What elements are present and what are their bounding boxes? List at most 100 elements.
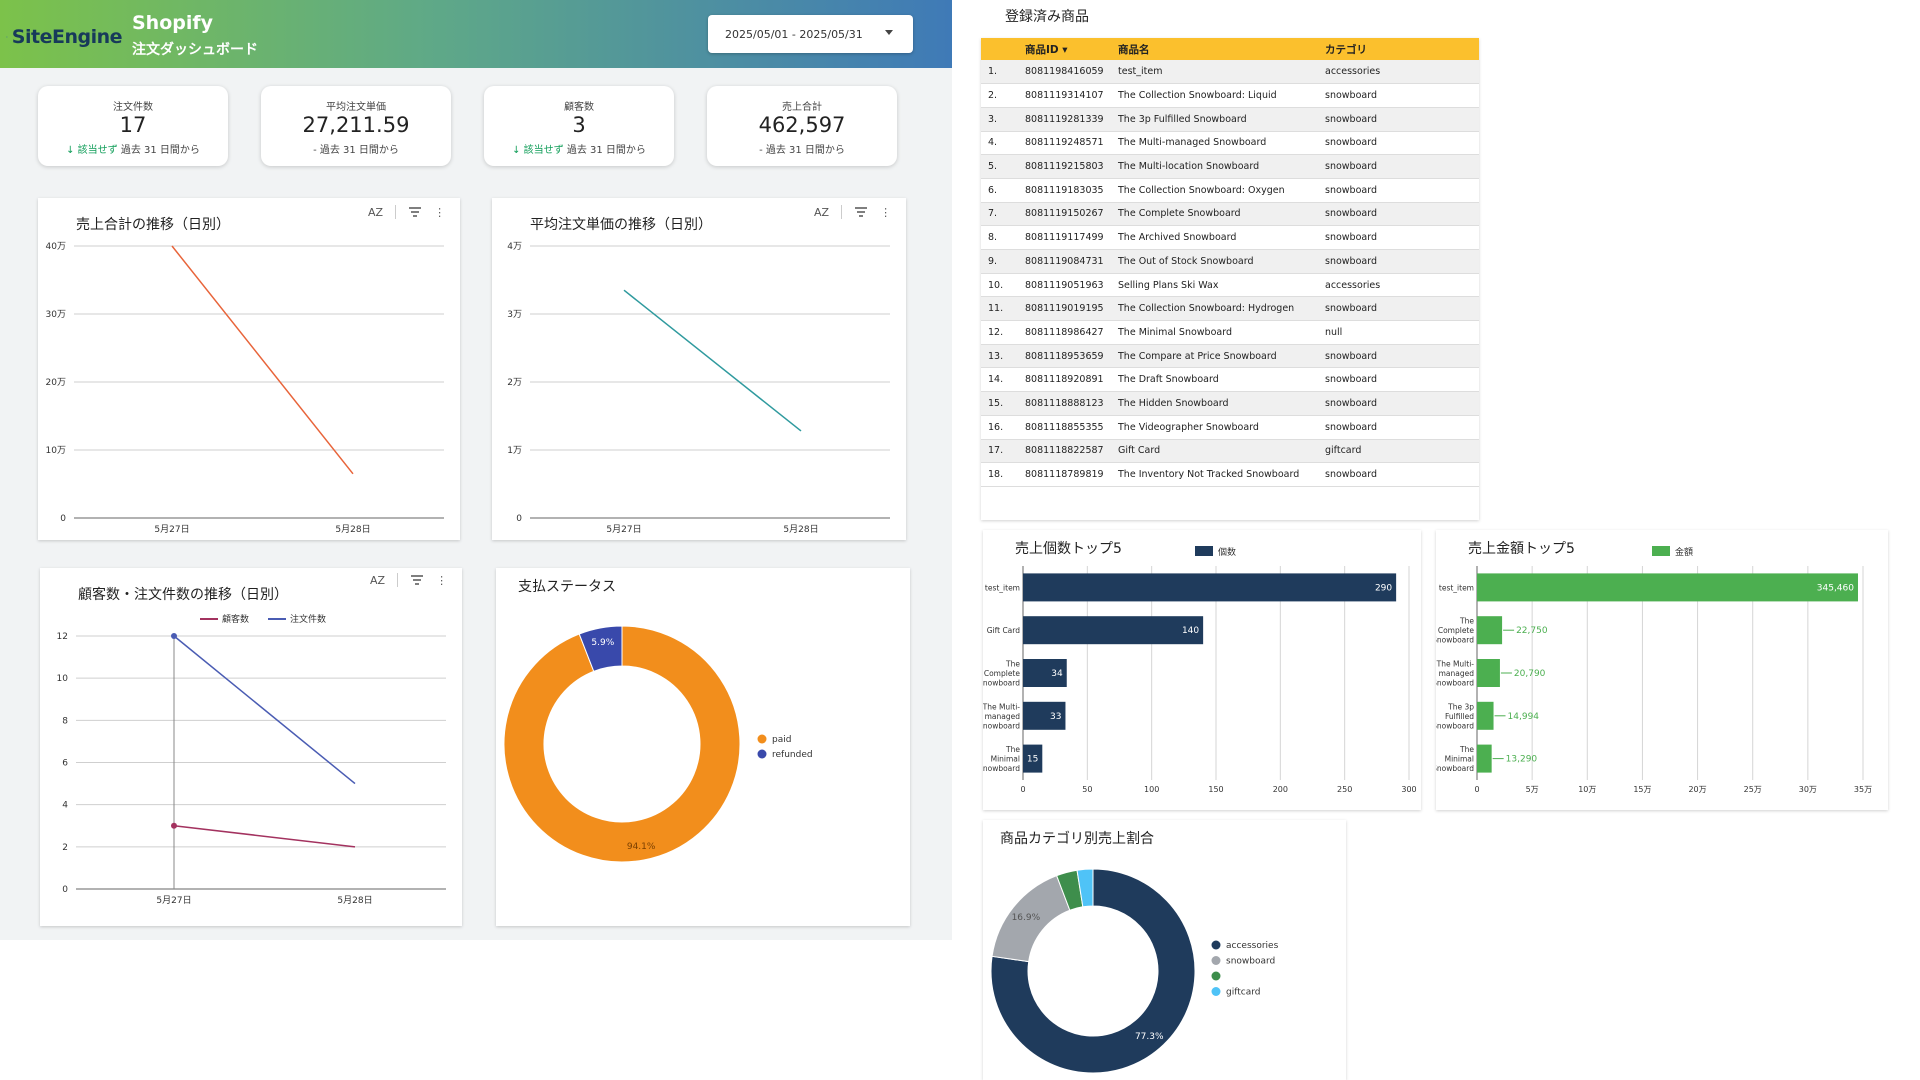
- chart-title: 顧客数・注文件数の推移（日別）: [78, 587, 288, 603]
- table-row[interactable]: 6. 8081119183035 The Collection Snowboard:…: [981, 178, 1479, 203]
- cell-category: snowboard: [1325, 178, 1479, 203]
- slice-label: 94.1%: [627, 842, 656, 852]
- sort-az-icon[interactable]: AZ: [370, 573, 386, 587]
- series-line: [171, 245, 354, 475]
- column-header-category[interactable]: カテゴリ: [1325, 38, 1479, 60]
- column-header-product-id[interactable]: 商品ID ▾: [1025, 38, 1118, 60]
- filter-icon[interactable]: [408, 206, 422, 218]
- cell-product-id: 8081119051963: [1025, 273, 1118, 298]
- filter-icon[interactable]: [854, 206, 868, 218]
- x-tick-label: 100: [1144, 785, 1159, 794]
- cell-product-name: The Multi-location Snowboard: [1118, 154, 1325, 179]
- cell-product-id: 8081119019195: [1025, 296, 1118, 322]
- cell-product-name: The Collection Snowboard: Hydrogen: [1118, 296, 1325, 322]
- kpi-compare: ↓ 該当せず 過去 31 日間から: [512, 145, 646, 156]
- bar: [1023, 744, 1043, 773]
- category-label: managed: [985, 712, 1021, 721]
- legend-swatch: [757, 734, 767, 744]
- data-label: 14,994: [1508, 712, 1540, 722]
- table-row[interactable]: 5. 8081119215803 The Multi-location Snowbo…: [981, 154, 1479, 179]
- more-vert-icon[interactable]: ⋮: [880, 205, 892, 219]
- cell-index: 5.: [981, 154, 1025, 179]
- table-row[interactable]: 3. 8081119281339 The 3p Fulfilled Snowboar…: [981, 107, 1479, 132]
- data-label: 33: [1050, 712, 1061, 722]
- table-row[interactable]: 1. 8081198416059 test_item accessories: [981, 60, 1479, 85]
- category-label: Snowboard: [983, 721, 1020, 730]
- donut-slice: [578, 625, 623, 672]
- bar: [1023, 616, 1204, 645]
- chart-title: 売上合計の推移（日別）: [76, 217, 230, 233]
- cell-product-name: The Videographer Snowboard: [1118, 415, 1325, 440]
- table-row[interactable]: 11. 8081119019195 The Collection Snowboard…: [981, 296, 1479, 322]
- cell-product-id: 8081119248571: [1025, 131, 1118, 156]
- x-tick-label: 5月27日: [156, 895, 191, 906]
- y-tick-label: 0: [516, 514, 522, 524]
- table-row[interactable]: 7. 8081119150267 The Complete Snowboard sno…: [981, 202, 1479, 227]
- y-tick-label: 4万: [507, 242, 522, 252]
- filter-icon[interactable]: [410, 574, 424, 586]
- cell-product-id: 8081119281339: [1025, 107, 1118, 132]
- cell-product-id: 8081119314107: [1025, 83, 1118, 108]
- slice-label: 5.9%: [591, 638, 614, 648]
- bar: [1023, 573, 1397, 602]
- legend-label: giftcard: [1226, 988, 1260, 998]
- table-row[interactable]: 16. 8081118855355 The Videographer Snowboa…: [981, 415, 1479, 440]
- cell-index: 1.: [981, 60, 1025, 85]
- date-range-picker[interactable]: 2025/05/01 - 2025/05/31: [708, 15, 913, 53]
- more-vert-icon[interactable]: ⋮: [436, 573, 448, 587]
- table-row[interactable]: 9. 8081119084731 The Out of Stock Snowboar…: [981, 249, 1479, 274]
- y-tick-label: 2万: [507, 378, 522, 388]
- cell-category: snowboard: [1325, 249, 1479, 274]
- legend-swatch: [1211, 956, 1221, 965]
- products-table-title: 登録済み商品: [1005, 9, 1089, 25]
- table-row[interactable]: 10. 8081119051963 Selling Plans Ski Wax acc…: [981, 273, 1479, 298]
- table-row[interactable]: 17. 8081118822587 Gift Card giftcard: [981, 439, 1479, 464]
- bar: [1477, 701, 1494, 730]
- x-tick-label: 250: [1337, 785, 1352, 794]
- table-row[interactable]: 8. 8081119117499 The Archived Snowboard sno…: [981, 225, 1479, 250]
- category-label: The: [1005, 660, 1020, 669]
- table-row[interactable]: 2. 8081119314107 The Collection Snowboard:…: [981, 83, 1479, 108]
- x-tick-label: 20万: [1688, 785, 1706, 794]
- cell-index: 15.: [981, 391, 1025, 416]
- table-row[interactable]: 14. 8081118920891 The Draft Snowboard snowb…: [981, 367, 1479, 393]
- legend-label: 個数: [1218, 546, 1236, 558]
- series-line: [173, 635, 356, 785]
- y-tick-label: 10万: [46, 446, 66, 456]
- more-vert-icon[interactable]: ⋮: [434, 205, 446, 219]
- data-label: 22,750: [1516, 626, 1548, 636]
- category-share-donut: 77.3% 16.9% accessories snowboard giftcard: [990, 868, 1279, 1074]
- sort-az-icon[interactable]: AZ: [368, 205, 384, 219]
- cell-category: snowboard: [1325, 296, 1479, 322]
- category-label: Fulfilled: [1445, 712, 1474, 721]
- table-row[interactable]: 4. 8081119248571 The Multi-managed Snowboa…: [981, 131, 1479, 156]
- table-row[interactable]: 13. 8081118953659 The Compare at Price Sno…: [981, 344, 1479, 369]
- cell-product-name: The Minimal Snowboard: [1118, 320, 1325, 345]
- y-tick-label: 12: [57, 632, 68, 642]
- category-label: Snowboard: [983, 764, 1020, 773]
- chart-toolbar: AZ ⋮: [370, 573, 447, 587]
- category-label: Complete: [1438, 626, 1475, 635]
- x-tick-label: 0: [1474, 785, 1479, 794]
- legend-swatch: [1195, 546, 1213, 556]
- cell-product-id: 8081118822587: [1025, 439, 1118, 464]
- donut-slice: [990, 868, 1196, 1074]
- legend-swatch: [757, 749, 767, 759]
- sort-az-icon[interactable]: AZ: [814, 205, 830, 219]
- chart-toolbar: AZ ⋮: [814, 205, 891, 219]
- cell-product-name: Gift Card: [1118, 439, 1325, 464]
- legend-label: 顧客数: [222, 613, 249, 625]
- table-row[interactable]: 12. 8081118986427 The Minimal Snowboard nul…: [981, 320, 1479, 345]
- cell-category: snowboard: [1325, 415, 1479, 440]
- kpi-value: 17: [119, 113, 147, 137]
- cell-category: snowboard: [1325, 154, 1479, 179]
- cell-index: 3.: [981, 107, 1025, 132]
- payment-status-card: 支払ステータス 94.1% 5.9% paid refunded: [496, 568, 910, 926]
- table-row[interactable]: 15. 8081118888123 The Hidden Snowboard snow…: [981, 391, 1479, 416]
- customers-orders-line-chart: 0 2 4 6 8 10 12 5月27日 5月28日 顧客数 注文件数: [57, 613, 446, 906]
- column-header-product-name[interactable]: 商品名: [1118, 38, 1325, 60]
- table-row[interactable]: 18. 8081118789819 The Inventory Not Tracke…: [981, 462, 1479, 487]
- cell-index: 14.: [981, 367, 1025, 393]
- cell-index: 7.: [981, 202, 1025, 227]
- x-tick-label: 15万: [1633, 785, 1651, 794]
